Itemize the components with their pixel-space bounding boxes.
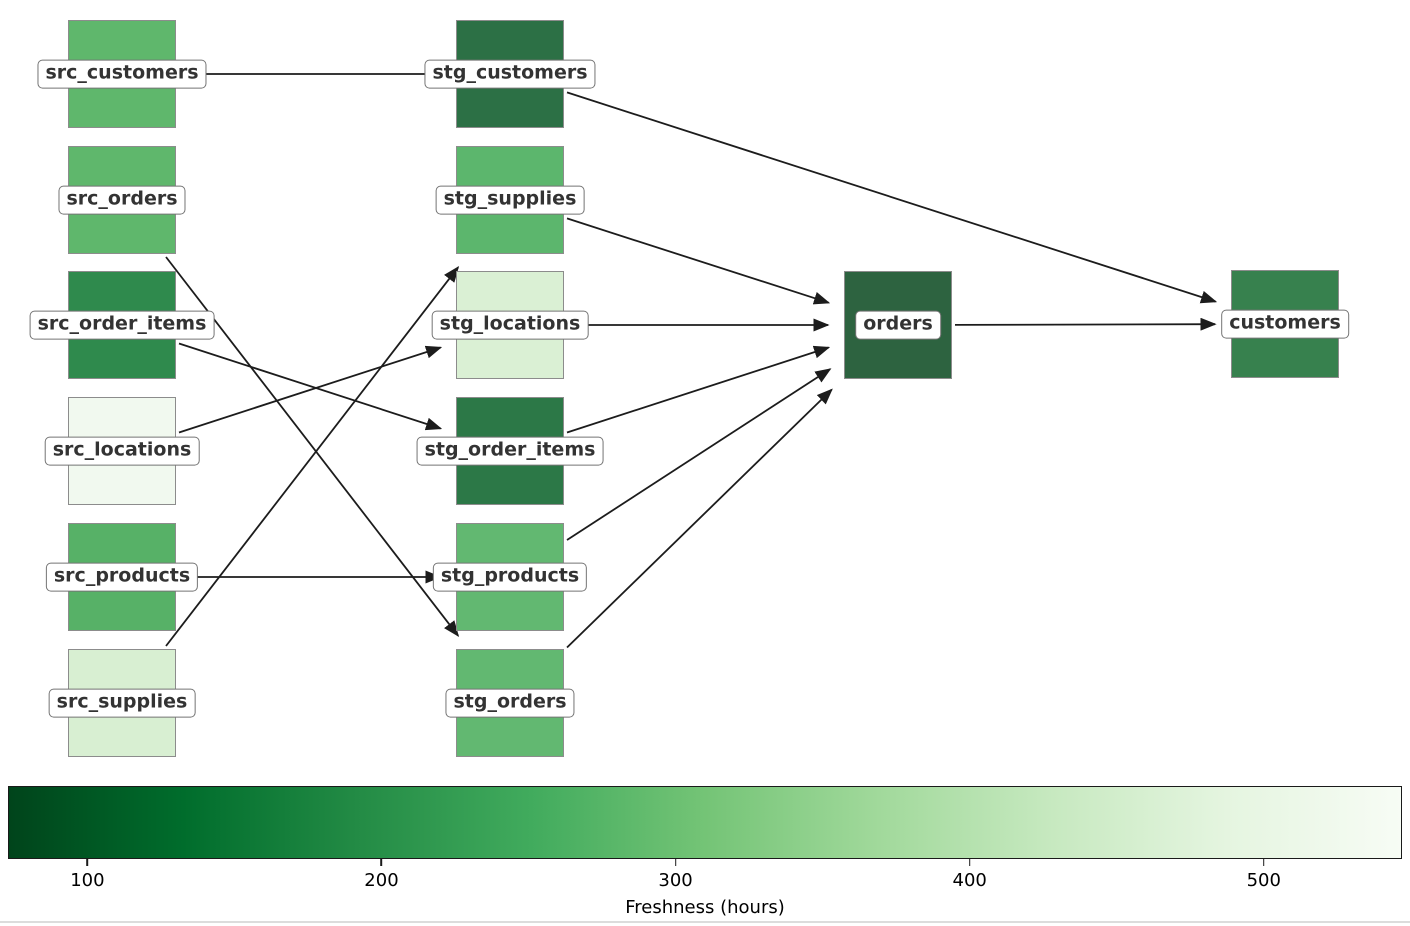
node-label-orders: orders xyxy=(855,310,941,340)
node-label-stg_order_items: stg_order_items xyxy=(416,436,604,466)
figure-bottom-border xyxy=(0,921,1410,923)
edge-src_orders-to-stg_orders xyxy=(165,256,460,637)
edge-src_order_items-to-stg_order_items xyxy=(178,342,443,431)
node-label-src_locations: src_locations xyxy=(44,436,200,466)
colorbar-tick-500 xyxy=(1262,859,1265,866)
colorbar-ticklabel-300: 300 xyxy=(658,870,693,891)
colorbar-tick-100 xyxy=(86,859,89,866)
colorbar-axis-label: Freshness (hours) xyxy=(625,897,785,918)
node-label-src_supplies: src_supplies xyxy=(48,688,196,718)
node-label-stg_supplies: stg_supplies xyxy=(435,185,585,215)
edge-orders-to-customers xyxy=(954,317,1217,331)
node-label-stg_products: stg_products xyxy=(432,562,588,592)
colorbar-ticklabel-200: 200 xyxy=(364,870,399,891)
colorbar-ticklabel-500: 500 xyxy=(1246,870,1281,891)
colorbar-tick-200 xyxy=(380,859,383,866)
colorbar-ticklabel-400: 400 xyxy=(952,870,987,891)
node-label-customers: customers xyxy=(1221,309,1349,339)
node-label-stg_locations: stg_locations xyxy=(431,310,589,340)
edge-src_locations-to-stg_locations xyxy=(178,345,443,434)
colorbar-tick-400 xyxy=(968,859,971,866)
edge-stg_orders-to-orders xyxy=(566,388,833,649)
node-label-stg_customers: stg_customers xyxy=(424,59,596,89)
colorbar-tick-300 xyxy=(674,859,677,866)
node-label-src_customers: src_customers xyxy=(37,59,207,89)
edge-src_supplies-to-stg_supplies xyxy=(165,266,460,647)
edge-stg_order_items-to-orders xyxy=(566,345,831,434)
colorbar-ticklabel-100: 100 xyxy=(70,870,105,891)
edge-stg_products-to-orders xyxy=(566,368,832,541)
edge-stg_customers-to-customers xyxy=(566,91,1218,304)
node-label-src_orders: src_orders xyxy=(58,185,186,215)
node-label-stg_orders: stg_orders xyxy=(445,688,575,718)
node-label-src_order_items: src_order_items xyxy=(29,310,215,340)
node-label-src_products: src_products xyxy=(45,562,199,592)
freshness-colorbar xyxy=(8,786,1402,859)
edge-stg_supplies-to-orders xyxy=(566,217,831,305)
